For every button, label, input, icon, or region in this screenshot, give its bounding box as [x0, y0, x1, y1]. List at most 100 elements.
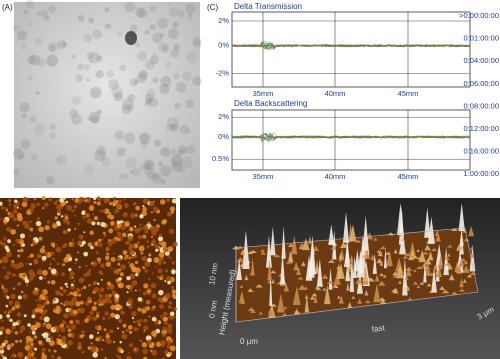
grain	[137, 297, 143, 302]
peak	[280, 250, 285, 285]
grain	[160, 315, 163, 318]
particle	[96, 55, 103, 62]
grain	[162, 311, 168, 317]
grain	[0, 217, 3, 220]
grain	[56, 262, 60, 266]
particle	[160, 75, 172, 87]
peak	[315, 259, 320, 274]
particle	[169, 7, 180, 18]
grain	[55, 246, 62, 253]
peak	[447, 244, 453, 248]
peak	[354, 239, 362, 243]
grain	[84, 301, 90, 306]
grain	[11, 273, 16, 277]
peak	[430, 248, 438, 252]
grain	[127, 325, 133, 330]
grain	[98, 197, 102, 202]
grain	[7, 211, 11, 215]
grain	[80, 334, 84, 339]
grain	[100, 278, 103, 281]
peak	[469, 244, 476, 272]
peak	[276, 293, 285, 313]
grain	[20, 290, 24, 294]
peak	[355, 278, 363, 284]
grain	[17, 282, 21, 286]
particle	[125, 157, 137, 169]
grain	[49, 336, 54, 340]
grain	[78, 293, 82, 297]
particle	[121, 98, 134, 111]
grain	[17, 295, 22, 300]
peak	[434, 229, 440, 236]
grain	[133, 327, 136, 330]
grain	[34, 327, 37, 330]
peak	[426, 283, 432, 287]
grain	[88, 205, 95, 211]
grain	[134, 214, 138, 217]
particle	[20, 43, 27, 49]
x-tick-label: 40mm	[325, 89, 346, 98]
particle	[139, 70, 148, 80]
particle	[139, 132, 151, 145]
peak	[364, 300, 371, 304]
particle	[185, 128, 192, 135]
grain	[117, 210, 120, 213]
grain	[107, 242, 113, 247]
grain	[59, 293, 62, 296]
particle	[179, 124, 189, 134]
particle	[105, 23, 112, 30]
grain	[30, 272, 36, 278]
grain	[3, 257, 9, 264]
grain	[151, 330, 158, 337]
grain	[77, 200, 82, 205]
grain	[20, 248, 24, 253]
grain	[95, 251, 99, 255]
grain	[22, 196, 29, 203]
grain	[108, 239, 111, 242]
grain	[70, 324, 77, 330]
grain	[71, 198, 74, 201]
particle	[187, 11, 193, 17]
grain	[63, 257, 69, 263]
grain	[22, 293, 28, 300]
particle	[83, 33, 93, 43]
grain	[92, 352, 98, 358]
grain	[123, 203, 129, 209]
tem-particles	[12, 0, 202, 185]
particle	[139, 164, 145, 171]
grain	[67, 228, 71, 232]
grain	[59, 197, 65, 203]
grain	[23, 314, 27, 318]
grain	[56, 220, 61, 225]
peak	[415, 265, 424, 269]
grain	[7, 198, 11, 202]
peak	[408, 297, 412, 301]
grain	[170, 210, 175, 214]
grain	[97, 299, 102, 304]
grain	[12, 243, 16, 246]
trace	[231, 132, 471, 139]
peak	[270, 226, 276, 256]
peak	[330, 246, 337, 250]
grain	[136, 327, 140, 330]
grain	[98, 261, 101, 264]
grain	[95, 337, 100, 342]
grain	[3, 310, 8, 315]
peak	[463, 237, 470, 242]
peak	[405, 267, 412, 277]
grain	[67, 340, 73, 346]
grain	[30, 342, 34, 347]
grain	[152, 206, 159, 213]
peak	[242, 229, 250, 270]
grain	[6, 248, 10, 253]
grain	[28, 330, 31, 333]
grain	[163, 316, 169, 322]
grain	[55, 341, 58, 344]
peak	[393, 248, 398, 254]
tem-image	[14, 2, 200, 188]
legend-entry: 0:01:00:00	[464, 34, 499, 43]
peak	[321, 274, 329, 279]
particle	[161, 44, 169, 52]
grain	[8, 309, 13, 314]
grain	[26, 353, 32, 359]
